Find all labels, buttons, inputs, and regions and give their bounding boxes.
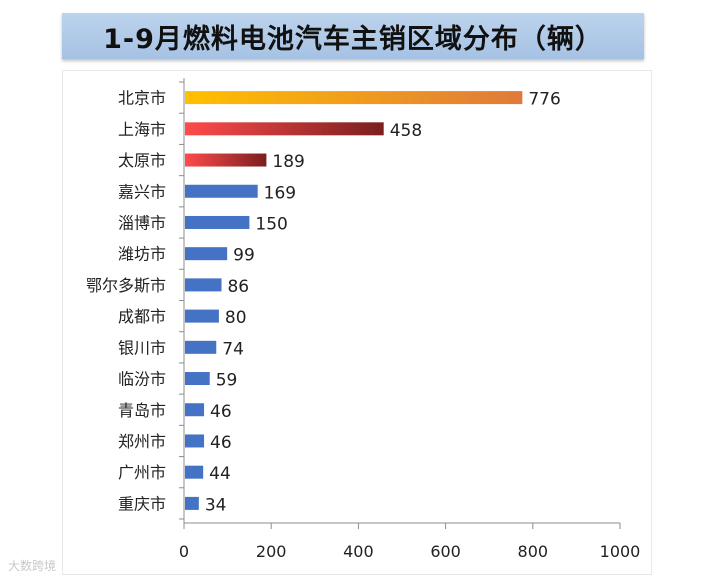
category-label: 潍坊市: [118, 245, 166, 264]
data-label: 189: [272, 152, 304, 172]
bar: [185, 309, 219, 323]
bar: [185, 465, 204, 479]
category-label: 嘉兴市: [118, 182, 166, 201]
category-label: 鄂尔多斯市: [86, 276, 166, 295]
category-label: 临汾市: [118, 370, 166, 389]
x-tick-label: 800: [518, 542, 549, 561]
category-label: 淄博市: [118, 213, 166, 232]
data-label: 150: [255, 214, 287, 234]
bar: [185, 184, 258, 198]
category-label: 银川市: [118, 338, 166, 357]
x-tick-label: 600: [430, 542, 461, 561]
data-label: 46: [210, 402, 232, 422]
bar: [185, 247, 228, 261]
data-label: 169: [264, 183, 296, 203]
data-label: 86: [227, 277, 249, 297]
bar: [185, 278, 222, 292]
category-label: 青岛市: [118, 401, 166, 420]
data-label: 59: [216, 371, 238, 391]
category-label: 重庆市: [118, 494, 166, 513]
bar: [185, 403, 205, 417]
category-label: 北京市: [118, 89, 166, 108]
x-tick-label: 1000: [600, 542, 641, 561]
bar: [185, 153, 267, 167]
bar: [185, 215, 250, 229]
data-label: 46: [210, 433, 232, 453]
category-label: 上海市: [118, 120, 166, 139]
watermark: 大数跨境: [8, 559, 57, 573]
chart-title: 1-9月燃料电池汽车主销区域分布（辆）: [103, 23, 603, 55]
x-tick-label: 400: [343, 542, 374, 561]
data-label: 44: [209, 464, 231, 484]
bar: [185, 91, 523, 105]
data-label: 776: [528, 90, 560, 110]
data-label: 34: [205, 495, 227, 515]
bars-layer: 北京市 776 上海市 458 太原市 189 嘉兴市 169 淄博市 150 潍坊市 99 鄂尔多斯市…: [86, 89, 561, 516]
x-tick-label: 200: [256, 542, 287, 561]
category-label: 太原市: [118, 151, 166, 170]
data-label: 458: [390, 121, 422, 141]
x-axis: 0 200 400 600 800 1000: [179, 78, 640, 561]
bar: [185, 496, 199, 510]
bar: [185, 122, 384, 136]
x-tick-label: 0: [179, 542, 189, 561]
data-label: 99: [233, 246, 255, 266]
category-label: 郑州市: [118, 432, 166, 451]
data-label: 74: [222, 339, 244, 359]
bar: [185, 434, 205, 448]
bar: [185, 340, 217, 354]
title-banner: 1-9月燃料电池汽车主销区域分布（辆）: [62, 13, 644, 59]
plot-frame: [62, 70, 652, 575]
category-label: 成都市: [118, 307, 166, 326]
bar: [185, 372, 210, 386]
category-label: 广州市: [118, 463, 166, 482]
data-label: 80: [225, 308, 247, 328]
